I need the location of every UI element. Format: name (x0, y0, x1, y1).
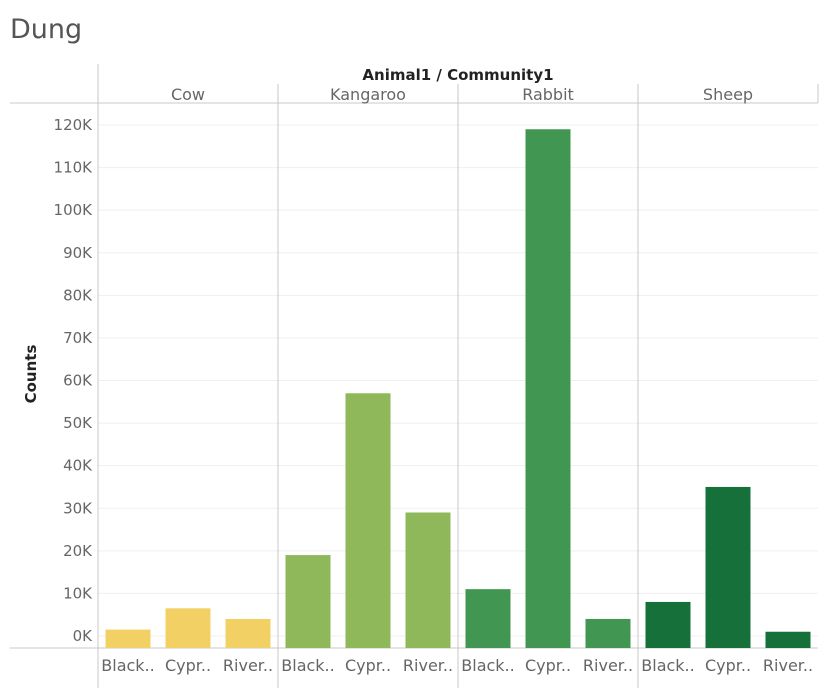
y-tick-label: 60K (63, 372, 93, 390)
bar-rabbit-2[interactable] (525, 129, 571, 649)
x-axis-category-labels: Black.. Cypr.. River.. Black.. Cypr.. River..… (101, 656, 813, 675)
bar-kangaroo-3[interactable] (405, 512, 451, 648)
y-axis-title: Counts (22, 345, 40, 404)
category-label: Black.. (461, 656, 514, 675)
panel-headers: Cow Kangaroo Rabbit Sheep (171, 85, 753, 104)
panel-header-kangaroo: Kangaroo (330, 85, 406, 104)
y-tick-label: 30K (63, 499, 93, 517)
column-header-title: Animal1 / Community1 (362, 66, 553, 84)
bar-kangaroo-2[interactable] (345, 393, 391, 648)
category-label: Cypr.. (345, 656, 391, 675)
bar-rabbit-1[interactable] (465, 589, 511, 648)
y-tick-label: 100K (54, 201, 94, 219)
category-label: River.. (583, 656, 633, 675)
y-tick-label: 70K (63, 329, 93, 347)
y-tick-label: 120K (54, 116, 94, 134)
bar-kangaroo-1[interactable] (285, 555, 331, 648)
bar-cow-2[interactable] (165, 608, 211, 648)
category-label: Black.. (281, 656, 334, 675)
bar-sheep-1[interactable] (645, 601, 691, 648)
category-label: River.. (223, 656, 273, 675)
y-tick-label: 10K (63, 584, 93, 602)
panel-header-rabbit: Rabbit (522, 85, 574, 104)
bar-sheep-3[interactable] (765, 631, 811, 648)
y-tick-label: 110K (54, 159, 94, 177)
category-label: Cypr.. (705, 656, 751, 675)
category-label: Cypr.. (525, 656, 571, 675)
y-tick-label: 20K (63, 542, 93, 560)
bar-cow-3[interactable] (225, 618, 271, 648)
y-tick-label: 0K (73, 627, 94, 645)
bar-rabbit-3[interactable] (585, 618, 631, 648)
bar-cow-1[interactable] (105, 629, 151, 648)
y-tick-label: 90K (63, 244, 93, 262)
y-tick-label: 50K (63, 414, 93, 432)
y-tick-label: 80K (63, 286, 93, 304)
category-label: Black.. (101, 656, 154, 675)
category-label: River.. (403, 656, 453, 675)
bars (105, 129, 811, 649)
y-axis-ticks: 0K 10K 20K 30K 40K 50K 60K 70K 80K 90K 100K 110K 120… (54, 116, 94, 645)
category-label: Cypr.. (165, 656, 211, 675)
category-label: River.. (763, 656, 813, 675)
bar-sheep-2[interactable] (705, 486, 751, 648)
y-tick-label: 40K (63, 457, 93, 475)
panel-header-sheep: Sheep (703, 85, 753, 104)
category-label: Black.. (641, 656, 694, 675)
panel-header-cow: Cow (171, 85, 205, 104)
page-title: Dung (10, 14, 83, 45)
